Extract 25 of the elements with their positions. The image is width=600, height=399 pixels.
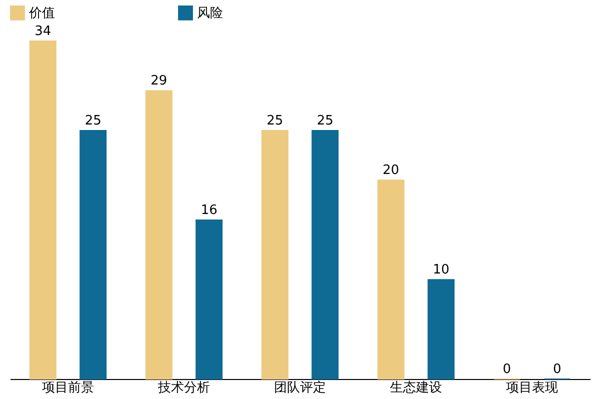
x-tick-label: 技术分析 — [157, 380, 210, 396]
data-label: 16 — [200, 202, 218, 218]
bar — [428, 279, 455, 380]
x-tick-label: 团队评定 — [274, 380, 326, 396]
x-tick-label: 项目表现 — [506, 380, 558, 396]
legend-label: 价值 — [28, 6, 55, 21]
data-label: 29 — [150, 74, 168, 89]
data-label: 20 — [382, 163, 400, 178]
bar — [145, 90, 172, 380]
data-label: 10 — [432, 262, 450, 278]
bar — [80, 130, 107, 380]
data-label: 0 — [502, 362, 512, 377]
data-label: 0 — [552, 362, 562, 377]
bar — [29, 40, 56, 380]
data-label: 25 — [266, 113, 284, 128]
data-label: 25 — [84, 113, 102, 128]
x-tick-label: 生态建设 — [390, 380, 442, 396]
data-label: 34 — [34, 24, 52, 39]
bar — [377, 180, 404, 380]
data-label: 25 — [316, 113, 334, 128]
legend-label: 风险 — [197, 6, 223, 21]
x-tick-label: 项目前景 — [42, 380, 94, 396]
bar — [196, 219, 223, 380]
bar — [312, 130, 339, 380]
bar — [261, 130, 288, 380]
